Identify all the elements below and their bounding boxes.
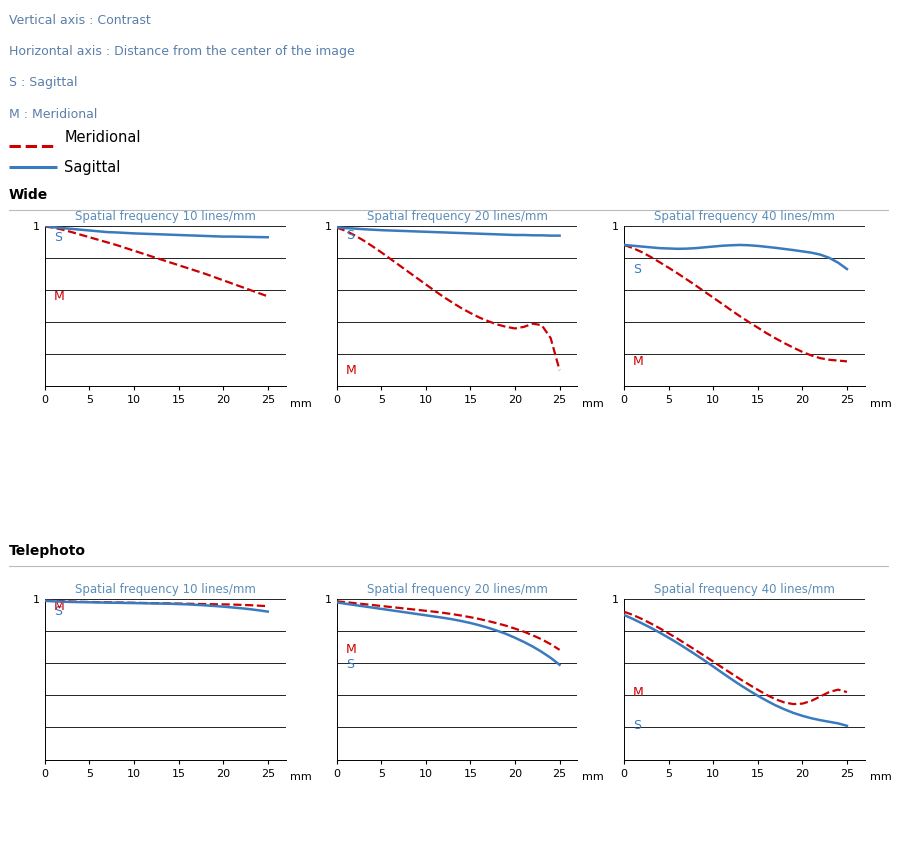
Text: S: S — [633, 720, 641, 733]
Text: Meridional: Meridional — [65, 130, 141, 145]
Title: Spatial frequency 40 lines/mm: Spatial frequency 40 lines/mm — [654, 583, 835, 596]
Text: S: S — [54, 605, 62, 618]
Text: M: M — [633, 686, 644, 699]
Title: Spatial frequency 10 lines/mm: Spatial frequency 10 lines/mm — [75, 583, 256, 596]
Text: S: S — [346, 658, 354, 671]
Title: Spatial frequency 20 lines/mm: Spatial frequency 20 lines/mm — [366, 583, 548, 596]
Title: Spatial frequency 20 lines/mm: Spatial frequency 20 lines/mm — [366, 210, 548, 223]
Text: M : Meridional: M : Meridional — [9, 108, 97, 121]
Text: S: S — [633, 262, 641, 275]
Title: Spatial frequency 10 lines/mm: Spatial frequency 10 lines/mm — [75, 210, 256, 223]
Text: M: M — [54, 290, 65, 303]
Text: S: S — [54, 231, 62, 244]
Text: M: M — [54, 600, 65, 613]
Text: Telephoto: Telephoto — [9, 543, 86, 558]
Text: Wide: Wide — [9, 188, 48, 202]
Text: S : Sagittal: S : Sagittal — [9, 76, 77, 89]
Text: Horizontal axis : Distance from the center of the image: Horizontal axis : Distance from the cent… — [9, 45, 355, 58]
Text: Vertical axis : Contrast: Vertical axis : Contrast — [9, 14, 151, 27]
Text: mm: mm — [869, 399, 892, 409]
Text: mm: mm — [582, 399, 604, 409]
Text: mm: mm — [290, 773, 313, 782]
Text: mm: mm — [869, 773, 892, 782]
Text: M: M — [633, 355, 644, 368]
Text: M: M — [346, 364, 357, 377]
Text: mm: mm — [582, 773, 604, 782]
Title: Spatial frequency 40 lines/mm: Spatial frequency 40 lines/mm — [654, 210, 835, 223]
Text: Sagittal: Sagittal — [65, 160, 121, 174]
Text: S: S — [346, 229, 354, 242]
Text: M: M — [346, 643, 357, 656]
Text: mm: mm — [290, 399, 313, 409]
